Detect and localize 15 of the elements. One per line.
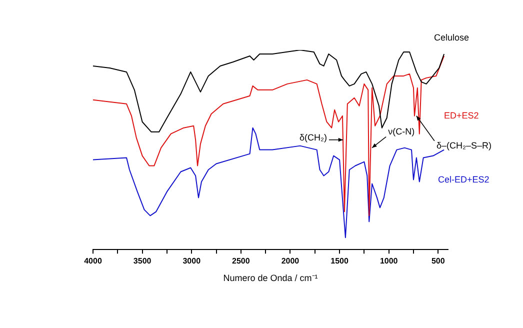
series-label: Celulose [434, 32, 470, 42]
x-axis-title: Numero de Onda / cm⁻¹ [223, 273, 318, 284]
x-tick-label: 3500 [133, 256, 152, 266]
x-tick-label: 2500 [232, 256, 250, 266]
series-label: Cel-ED+ES2 [438, 174, 490, 184]
annotation: δ–(CH₂–S–R) [436, 140, 492, 150]
annotation: δ(CH₂) [299, 132, 327, 142]
x-tick-label: 500 [431, 256, 446, 266]
x-tick-label: 3000 [182, 256, 202, 266]
x-tick-label: 1500 [330, 256, 349, 266]
x-tick-label: 4000 [84, 256, 102, 266]
text: ED+ES2 [444, 110, 479, 120]
x-tick-label: 2000 [281, 256, 300, 266]
annotation: ν(C-N) [388, 126, 415, 136]
x-tick-label: 1000 [380, 256, 398, 266]
